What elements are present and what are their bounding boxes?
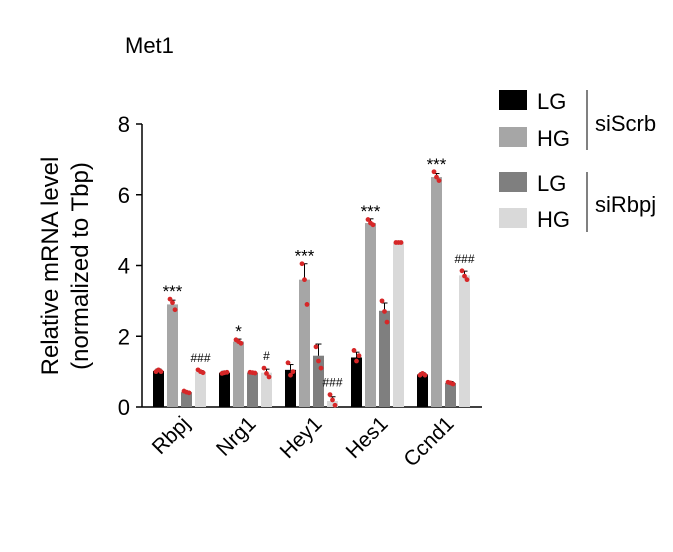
legend-swatch: [499, 90, 527, 110]
legend-group-label: siRbpj: [595, 192, 656, 217]
data-point: [170, 300, 175, 306]
y-tick-label: 0: [118, 395, 130, 420]
data-point: [462, 273, 467, 279]
bar: [351, 357, 362, 407]
bar: [299, 279, 310, 407]
x-tick-label: Hey1: [276, 412, 327, 463]
data-point: [172, 307, 178, 313]
bar: [153, 370, 164, 407]
data-point: [351, 348, 357, 353]
data-point: [436, 178, 442, 184]
data-point: [422, 372, 428, 378]
data-point: [186, 390, 192, 396]
data-point: [299, 261, 305, 267]
data-point: [398, 240, 404, 245]
legend-label: HG: [537, 126, 570, 151]
significance-label: *: [235, 322, 242, 341]
data-point: [316, 358, 321, 364]
bar: [181, 392, 192, 407]
bar: [219, 372, 230, 407]
bar: [285, 369, 296, 407]
significance-annotations: *** ### * # *** ### *** *** ###: [163, 155, 475, 390]
x-tick-label: Ccnd1: [399, 412, 458, 471]
legend: LG HG LG HG siScrb siRbpj: [499, 89, 656, 232]
bar: [233, 341, 244, 407]
data-point: [450, 381, 456, 387]
y-axis-title: Relative mRNA level (normalized to Tbp): [37, 157, 94, 376]
data-point: [304, 302, 310, 307]
bar: [327, 400, 338, 407]
data-point: [252, 370, 258, 376]
data-point: [238, 340, 244, 346]
data-point: [365, 217, 371, 222]
data-point: [313, 344, 319, 350]
data-point: [434, 174, 439, 180]
significance-label: ***: [163, 282, 183, 301]
x-tick-label: Hes1: [342, 412, 393, 463]
data-point: [330, 397, 335, 403]
y-tick-label: 6: [118, 183, 130, 208]
bar: [365, 223, 376, 407]
x-tick-label: Rbpj: [148, 412, 195, 459]
data-point: [379, 298, 385, 304]
chart-title: Met1: [125, 33, 174, 58]
bar: [431, 177, 442, 407]
bar: [379, 310, 390, 407]
y-tick-label: 8: [118, 112, 130, 137]
legend-swatch: [499, 208, 527, 228]
data-point: [290, 369, 296, 375]
y-tick-label: 4: [118, 254, 130, 279]
data-point: [158, 369, 164, 375]
bars: [153, 169, 470, 408]
data-point: [382, 309, 387, 314]
data-point: [200, 370, 206, 376]
data-point: [288, 372, 293, 378]
bar: [445, 382, 456, 407]
significance-label: #: [263, 349, 270, 363]
y-axis-label: Relative mRNA level (normalized to Tbp): [37, 157, 94, 376]
significance-label: ***: [427, 155, 447, 174]
data-point: [464, 277, 470, 283]
data-point: [332, 402, 338, 408]
legend-label: HG: [537, 207, 570, 232]
legend-swatch: [499, 172, 527, 192]
bar: [167, 304, 178, 407]
legend-label: LG: [537, 171, 566, 196]
y-axis-title-line: (normalized to Tbp): [67, 162, 94, 370]
bar: [247, 372, 258, 407]
data-point: [384, 319, 390, 325]
bar: [313, 355, 324, 407]
bar: [459, 275, 470, 407]
data-point: [167, 296, 173, 302]
bar: [261, 372, 272, 407]
y-axis-title-line: Relative mRNA level: [37, 157, 64, 376]
y-tick-label: 2: [118, 324, 130, 349]
bar: [393, 242, 404, 407]
data-point: [459, 268, 465, 274]
data-point: [356, 353, 362, 359]
data-point: [327, 392, 333, 398]
bar: [417, 374, 428, 407]
data-point: [370, 222, 376, 228]
data-point: [266, 374, 272, 380]
data-point: [354, 358, 359, 364]
significance-label: ***: [361, 202, 381, 221]
legend-group-label: siScrb: [595, 111, 656, 136]
data-point: [302, 277, 307, 283]
significance-label: ###: [322, 376, 342, 390]
legend-swatch: [499, 127, 527, 147]
legend-label: LG: [537, 89, 566, 114]
data-point: [261, 365, 267, 371]
significance-label: ###: [454, 252, 474, 266]
significance-label: ***: [295, 247, 315, 266]
data-point: [285, 360, 291, 366]
data-point: [224, 369, 230, 375]
significance-label: ###: [190, 351, 210, 365]
data-point: [431, 169, 437, 175]
x-tick-label: Nrg1: [212, 412, 260, 460]
bar: [195, 371, 206, 407]
data-point: [264, 370, 269, 376]
data-point: [318, 365, 324, 371]
